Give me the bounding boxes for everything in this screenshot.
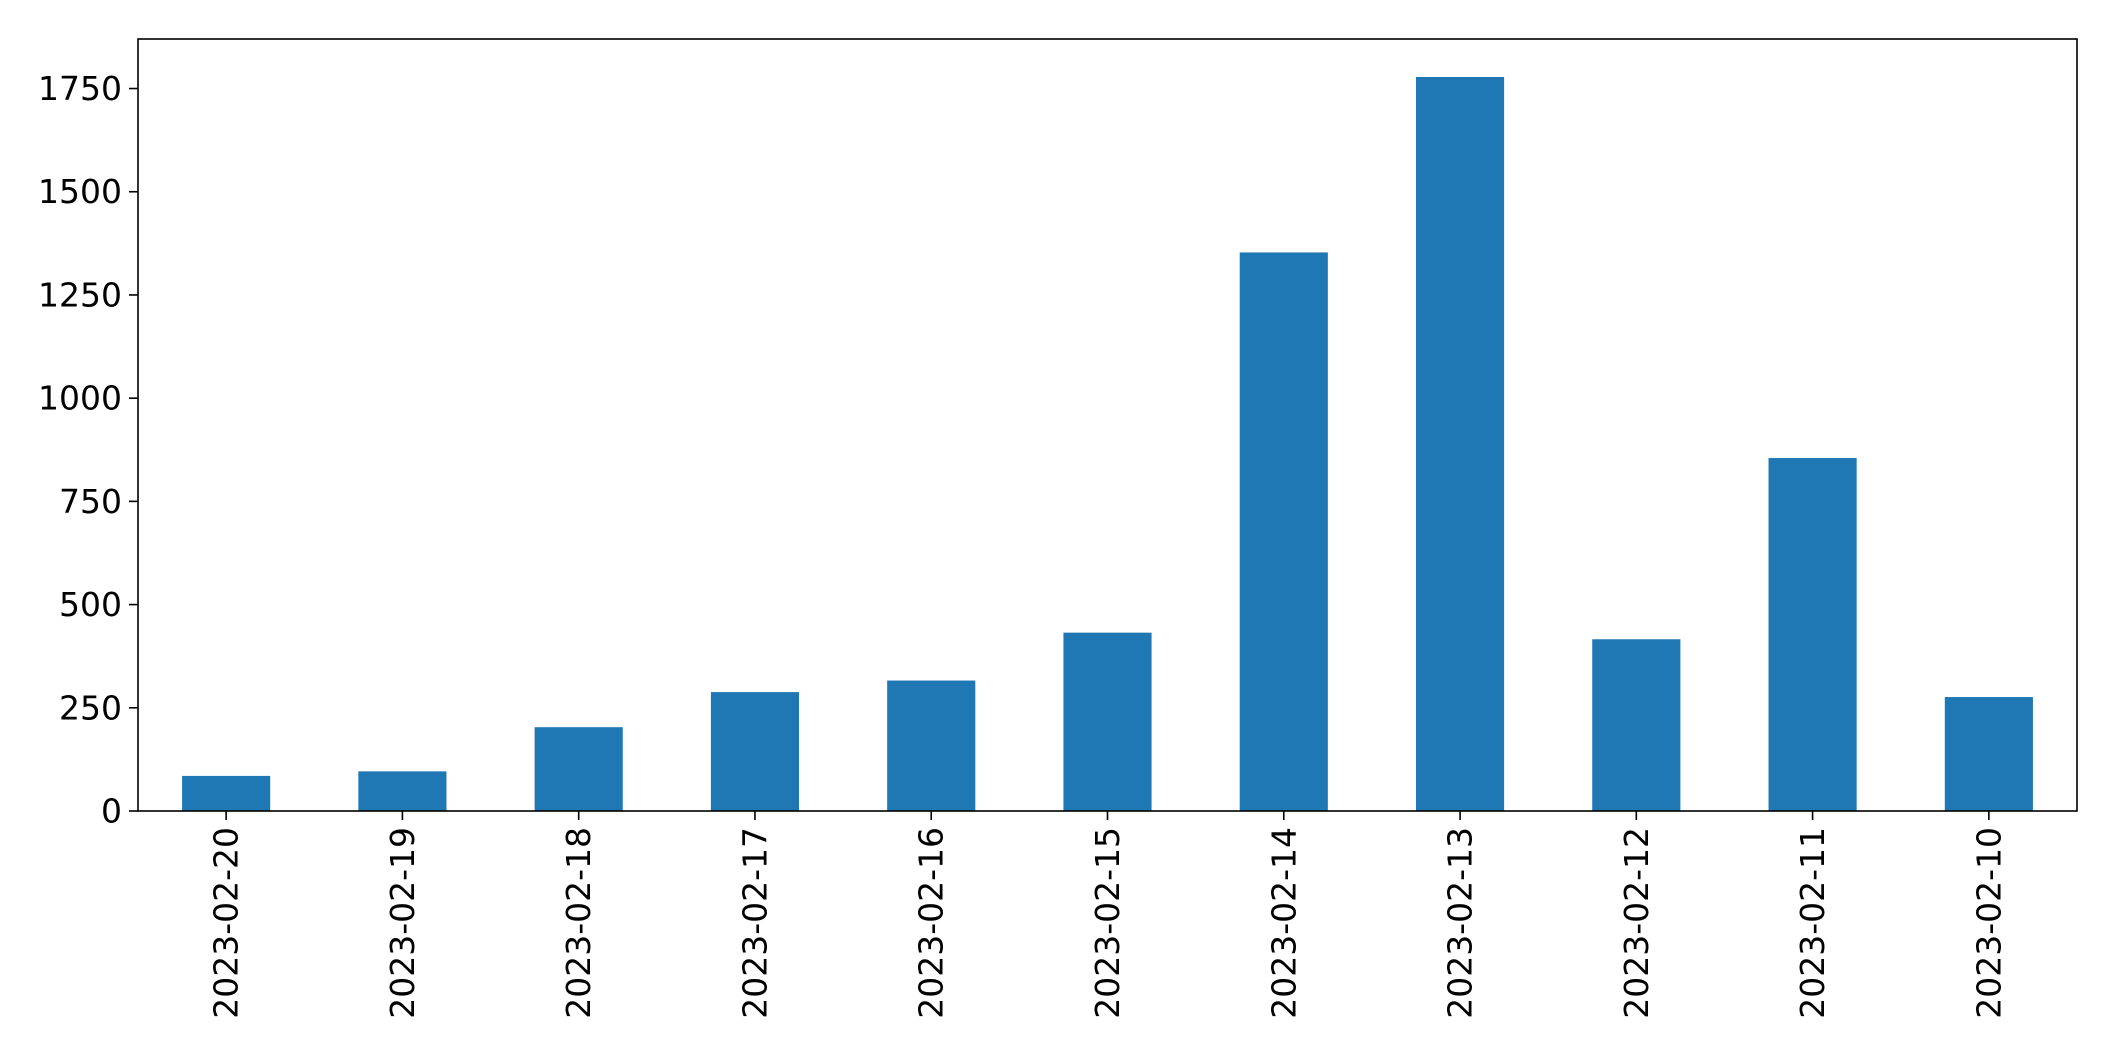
x-axis: 2023-02-20 2023-02-19 2023-02-18 2023-02-17… — [207, 811, 2008, 1019]
y-tick-label: 1000 — [38, 379, 122, 418]
bar-2023-02-19 — [358, 771, 447, 811]
bar-2023-02-11 — [1768, 458, 1857, 811]
x-tick-label: 2023-02-10 — [1969, 827, 2008, 1019]
bar-2023-02-17 — [710, 692, 800, 811]
y-tick-label: 250 — [59, 688, 122, 727]
x-tick-label: 2023-02-14 — [1264, 827, 1303, 1019]
x-tick-label: 2023-02-19 — [383, 827, 422, 1019]
x-tick-label: 2023-02-16 — [912, 827, 951, 1019]
bar-2023-02-20 — [182, 775, 271, 811]
y-tick-label: 1500 — [38, 172, 122, 211]
bar-2023-02-10 — [1944, 697, 2033, 811]
x-tick-label: 2023-02-15 — [1088, 827, 1127, 1019]
bar-2023-02-16 — [887, 680, 976, 811]
x-tick-label: 2023-02-12 — [1617, 827, 1656, 1019]
bar-2023-02-15 — [1063, 632, 1152, 811]
y-tick-label: 0 — [101, 792, 122, 831]
y-tick-label: 1750 — [38, 69, 122, 108]
x-tick-label: 2023-02-11 — [1793, 827, 1832, 1019]
bar-2023-02-14 — [1239, 252, 1328, 811]
y-tick-label: 750 — [59, 482, 122, 521]
bar-2023-02-18 — [534, 727, 623, 811]
bar-2023-02-13 — [1415, 76, 1505, 811]
x-tick-label: 2023-02-13 — [1441, 827, 1480, 1019]
plot-frame — [137, 38, 2078, 812]
y-axis: 0 250 500 750 1000 1250 1500 1750 — [38, 69, 138, 831]
bars-layer — [182, 76, 2033, 811]
y-tick-label: 1250 — [38, 275, 122, 314]
bar-2023-02-12 — [1592, 639, 1681, 811]
x-tick-label: 2023-02-20 — [207, 827, 246, 1019]
y-tick-label: 500 — [59, 585, 122, 624]
x-tick-label: 2023-02-17 — [735, 827, 774, 1019]
x-tick-label: 2023-02-18 — [559, 827, 598, 1019]
